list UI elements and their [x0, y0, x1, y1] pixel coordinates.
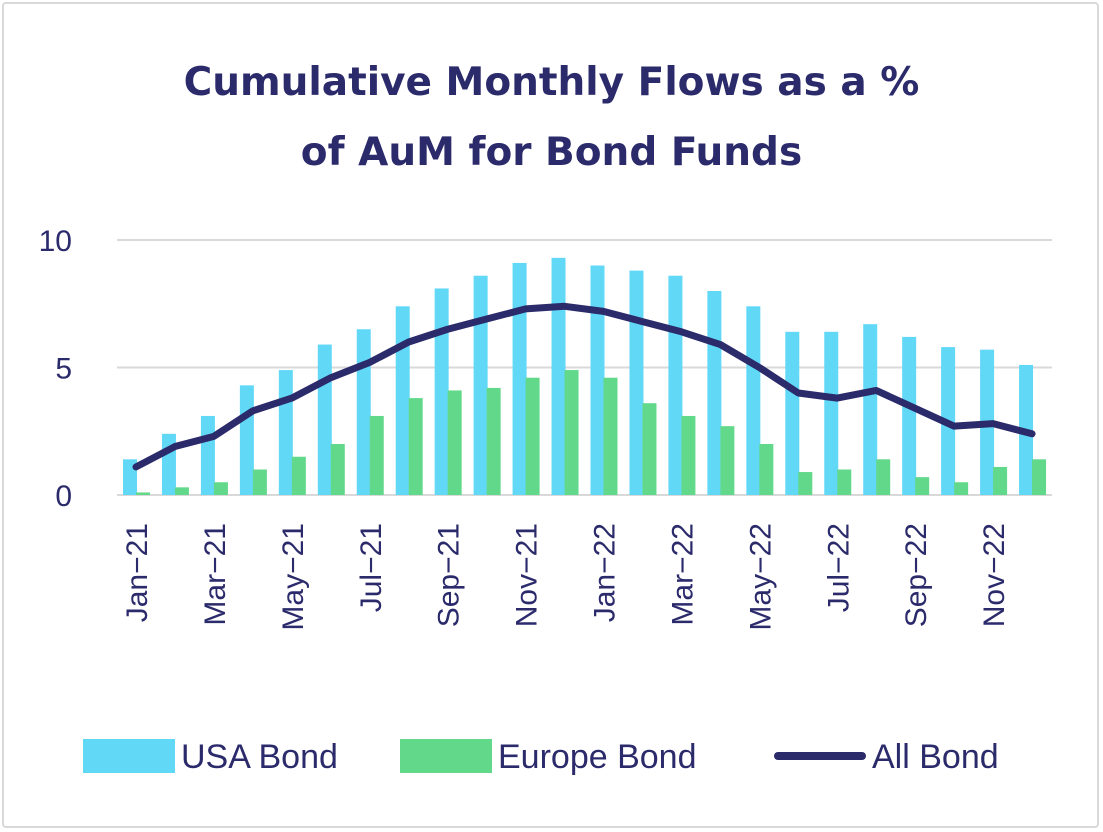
- legend-label-europe-bond: Europe Bond: [498, 738, 697, 776]
- line-all-bond: [132, 302, 1036, 471]
- bar-usa-bond: [785, 331, 800, 495]
- bar-usa-bond: [200, 415, 215, 495]
- bar-europe-bond: [993, 466, 1008, 495]
- bar-usa-bond: [824, 331, 839, 495]
- bar-europe-bond: [486, 387, 501, 495]
- bar-europe-bond: [213, 482, 228, 495]
- bar-europe-bond: [915, 477, 930, 495]
- bar-usa-bond: [551, 257, 566, 495]
- bar-usa-bond: [317, 344, 332, 495]
- chart-title-line-1: Cumulative Monthly Flows as a %: [183, 60, 920, 105]
- bar-usa-bond: [239, 385, 254, 495]
- x-tick-label: Mar−22: [666, 523, 699, 626]
- bar-europe-bond: [837, 469, 852, 495]
- x-tick-label: Jul−21: [355, 523, 388, 612]
- bar-europe-bond: [291, 456, 306, 495]
- gridlines: [117, 239, 1052, 496]
- x-tick-label: Nov−21: [511, 523, 544, 627]
- bar-europe-bond: [603, 377, 618, 495]
- y-axis-ticks: 0 5 10: [39, 225, 72, 513]
- bar-europe-bond: [447, 390, 462, 495]
- x-tick-label: May−21: [277, 523, 310, 631]
- chart-title-line-2: of AuM for Bond Funds: [300, 130, 803, 175]
- bar-europe-bond: [720, 426, 735, 495]
- legend-label-usa-bond: USA Bond: [181, 738, 338, 776]
- x-tick-label: Sep−21: [433, 523, 466, 627]
- legend-label-all-bond: All Bond: [872, 738, 999, 776]
- bar-usa-bond: [395, 306, 410, 495]
- y-tick-label: 10: [39, 225, 72, 258]
- bar-europe-bond: [642, 403, 657, 495]
- bar-europe-bond: [369, 415, 384, 495]
- y-tick-label: 5: [55, 353, 72, 386]
- bar-europe-bond: [681, 415, 696, 495]
- bar-usa-bond: [746, 306, 761, 495]
- bar-europe-bond: [408, 398, 423, 495]
- bars: [123, 257, 1047, 495]
- chart-title: Cumulative Monthly Flows as a % of AuM f…: [0, 48, 1103, 188]
- bar-usa-bond: [590, 265, 605, 495]
- x-tick-label: Jul−22: [822, 523, 855, 612]
- bar-usa-bond: [161, 433, 176, 495]
- bar-europe-bond: [759, 444, 774, 495]
- bar-usa-bond: [356, 329, 371, 495]
- bar-usa-bond: [863, 324, 878, 495]
- bar-europe-bond: [876, 459, 891, 495]
- x-tick-label: Jan−22: [589, 523, 622, 622]
- x-tick-label: Jan−21: [121, 523, 154, 622]
- bar-europe-bond: [798, 472, 813, 495]
- bar-usa-bond: [902, 336, 917, 495]
- x-tick-label: Mar−21: [199, 523, 232, 626]
- bar-europe-bond: [525, 377, 540, 495]
- bar-europe-bond: [136, 492, 150, 495]
- bar-europe-bond: [1032, 459, 1047, 495]
- bar-europe-bond: [954, 482, 969, 495]
- legend-swatch-europe-bond: [400, 739, 492, 773]
- x-tick-label: Sep−22: [900, 523, 933, 627]
- bar-europe-bond: [330, 444, 345, 495]
- x-tick-label: Nov−22: [978, 523, 1011, 627]
- bar-usa-bond: [707, 291, 722, 495]
- bar-usa-bond: [473, 275, 488, 495]
- legend-swatch-usa-bond: [83, 739, 175, 773]
- bar-europe-bond: [174, 487, 189, 495]
- legend: USA Bond Europe Bond All Bond: [83, 738, 999, 776]
- line-series: [132, 302, 1036, 471]
- bar-europe-bond: [564, 370, 579, 495]
- x-tick-label: May−22: [744, 523, 777, 631]
- x-axis-ticks: Jan−21 Mar−21 May−21 Jul−21 Sep−21 Nov−21 Jan−…: [121, 523, 1011, 631]
- bar-usa-bond: [278, 370, 293, 495]
- bar-europe-bond: [252, 469, 267, 495]
- bar-usa-bond: [629, 270, 644, 495]
- y-tick-label: 0: [55, 480, 72, 513]
- bar-usa-bond: [512, 262, 527, 495]
- bar-usa-bond: [668, 275, 683, 495]
- bar-usa-bond: [434, 288, 449, 495]
